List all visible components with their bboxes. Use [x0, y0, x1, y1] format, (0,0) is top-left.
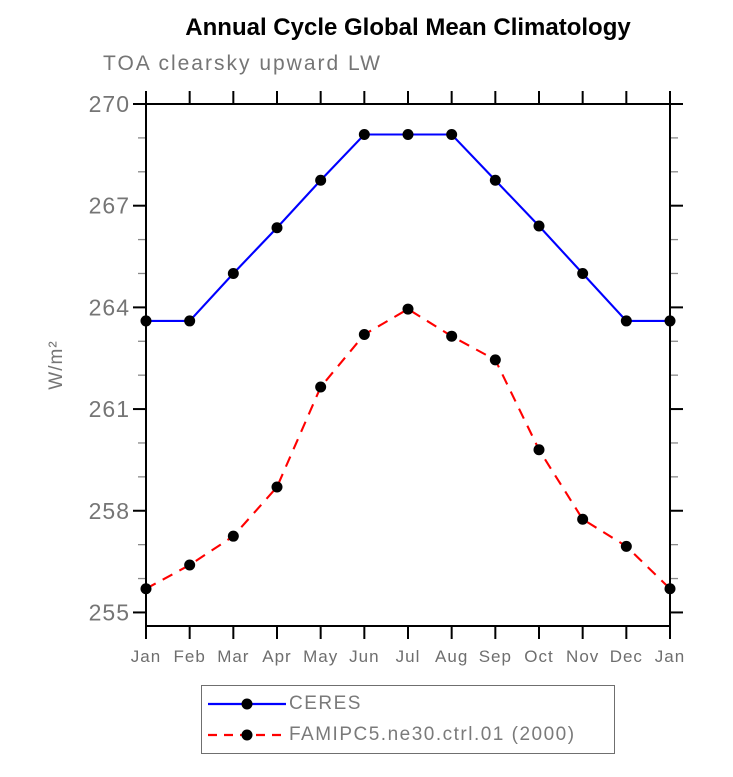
y-tick-label: 267	[89, 193, 130, 219]
series-line-0	[146, 133, 670, 322]
data-point	[184, 315, 196, 327]
legend-line-sample-dashed	[208, 729, 286, 741]
x-tick-label: Jan	[655, 647, 685, 666]
data-point	[533, 444, 545, 456]
data-point	[271, 481, 283, 493]
x-tick-label: Aug	[435, 647, 468, 666]
legend-label-ceres: CERES	[289, 693, 362, 714]
x-tick-label: Sep	[479, 647, 512, 666]
y-tick-label: 258	[89, 498, 130, 524]
data-point	[489, 354, 501, 366]
legend-line-sample-solid	[208, 698, 286, 710]
x-tick-label: May	[303, 647, 338, 666]
x-tick-label: Apr	[262, 647, 291, 666]
legend: CERES FAMIPC5.ne30.ctrl.01 (2000)	[201, 685, 615, 754]
data-point	[358, 129, 370, 141]
data-point	[577, 267, 589, 279]
data-point	[620, 540, 632, 552]
y-tick-label: 270	[89, 91, 130, 117]
data-point	[227, 530, 239, 542]
data-point	[664, 583, 676, 595]
data-point	[358, 328, 370, 340]
data-point	[533, 220, 545, 232]
data-point	[315, 381, 327, 393]
x-tick-label: Jan	[131, 647, 161, 666]
y-axis-label: W/m²	[46, 340, 67, 389]
x-tick-label: Oct	[524, 647, 553, 666]
data-point	[489, 174, 501, 186]
x-tick-label: Nov	[566, 647, 599, 666]
y-tick-label: 261	[89, 396, 130, 422]
legend-label-model: FAMIPC5.ne30.ctrl.01 (2000)	[289, 724, 576, 745]
chart-title: Annual Cycle Global Mean Climatology	[185, 14, 631, 41]
data-point	[664, 315, 676, 327]
series-line-1	[145, 307, 671, 590]
data-point	[271, 222, 283, 234]
legend-item-model: FAMIPC5.ne30.ctrl.01 (2000)	[205, 724, 614, 746]
data-point	[315, 174, 327, 186]
data-point	[184, 559, 196, 571]
chart-subtitle: TOA clearsky upward LW	[103, 52, 382, 75]
data-point	[140, 583, 152, 595]
data-point	[402, 303, 414, 315]
x-tick-label: Mar	[217, 647, 249, 666]
y-tick-label: 255	[89, 599, 130, 625]
data-point	[620, 315, 632, 327]
data-point	[227, 267, 239, 279]
y-tick-label: 264	[89, 294, 130, 320]
x-tick-label: Jun	[349, 647, 379, 666]
data-point	[446, 330, 458, 342]
x-tick-label: Jul	[396, 647, 421, 666]
x-tick-label: Feb	[174, 647, 206, 666]
data-point	[140, 315, 152, 327]
legend-item-ceres: CERES	[205, 693, 614, 715]
data-point	[402, 129, 414, 141]
data-point	[577, 513, 589, 525]
x-tick-label: Dec	[610, 647, 643, 666]
plot-frame	[145, 103, 671, 627]
data-point	[446, 129, 458, 141]
